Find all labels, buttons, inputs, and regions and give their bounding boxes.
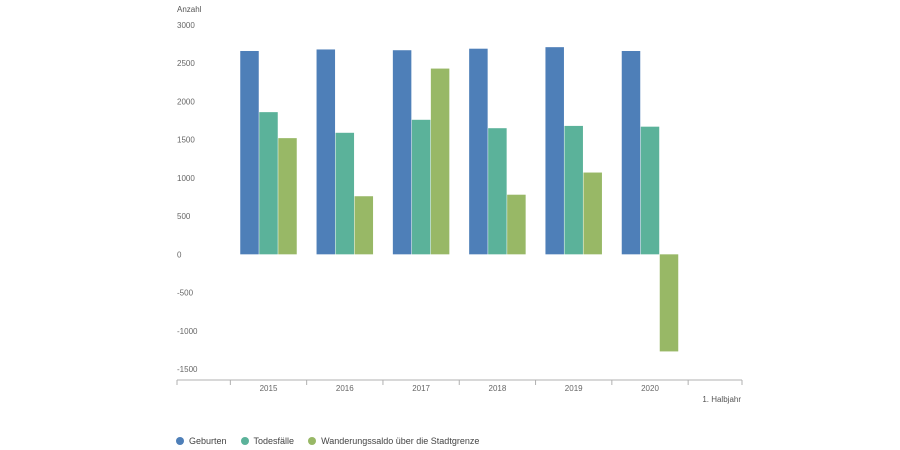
x-tick-label: 2017 xyxy=(412,384,430,393)
y-axis-title: Anzahl xyxy=(177,5,202,14)
y-tick-label: 2500 xyxy=(177,59,195,68)
x-tick-label: 2016 xyxy=(336,384,354,393)
y-tick-label: 1000 xyxy=(177,174,195,183)
x-tick-label: 2019 xyxy=(565,384,583,393)
legend-marker-icon xyxy=(240,437,249,445)
y-tick-label: -500 xyxy=(177,289,194,298)
legend-label: Todesfälle xyxy=(253,436,295,446)
bar-geburten-2018[interactable] xyxy=(469,48,488,255)
legend-item[interactable]: Geburten xyxy=(176,436,227,446)
y-tick-label: 1500 xyxy=(177,136,195,145)
legend-marker-icon xyxy=(308,437,317,445)
legend-item[interactable]: Todesfälle xyxy=(240,436,295,446)
bar-todesflle-2017[interactable] xyxy=(411,119,431,255)
bar-geburten-2017[interactable] xyxy=(392,50,412,255)
legend-label: Geburten xyxy=(189,436,227,446)
bar-todesflle-2019[interactable] xyxy=(564,125,583,255)
legend-label: Wanderungssaldo über die Stadtgrenze xyxy=(321,436,480,446)
bar-geburten-2019[interactable] xyxy=(545,47,564,255)
bar-wanderungssaldo-2020[interactable] xyxy=(659,254,679,352)
legend: Geburten Todesfälle Wanderungssaldo über d… xyxy=(176,436,479,446)
bar-geburten-2016[interactable] xyxy=(316,49,336,255)
bar-todesflle-2020[interactable] xyxy=(640,126,660,255)
x-axis: 2015 2016 2017 2018 2019 2020 xyxy=(176,380,743,393)
y-tick-label: 500 xyxy=(177,212,191,221)
legend-item[interactable]: Wanderungssaldo über die Stadtgrenze xyxy=(308,436,479,446)
y-tick-label: -1000 xyxy=(177,327,198,336)
bar-wanderungssaldo-2016[interactable] xyxy=(354,196,374,255)
y-tick-label: 0 xyxy=(177,250,182,259)
bar-wanderungssaldo-2015[interactable] xyxy=(278,138,297,255)
x-tick-label: 2018 xyxy=(489,384,507,393)
bar-wanderungssaldo-2019[interactable] xyxy=(583,172,602,255)
bar-todesflle-2015[interactable] xyxy=(259,112,278,255)
bar-geburten-2015[interactable] xyxy=(240,50,259,255)
bars xyxy=(240,47,679,352)
y-tick-label: -1500 xyxy=(177,365,198,374)
x-tick-label: 2015 xyxy=(260,384,278,393)
y-axis: 3000 2500 2000 1500 1000 500 0 -500 -1000 -1500 xyxy=(177,21,198,374)
bar-todesflle-2016[interactable] xyxy=(335,132,355,255)
legend-marker-icon xyxy=(176,437,184,445)
x-tick-label: 2020 xyxy=(641,384,659,393)
x-axis-title: 1. Halbjahr xyxy=(702,395,741,404)
bar-todesflle-2018[interactable] xyxy=(488,128,507,255)
y-tick-label: 3000 xyxy=(177,21,195,30)
bar-wanderungssaldo-2018[interactable] xyxy=(507,194,526,255)
bar-wanderungssaldo-2017[interactable] xyxy=(430,68,450,255)
y-tick-label: 2000 xyxy=(177,97,195,106)
bar-geburten-2020[interactable] xyxy=(621,50,641,255)
